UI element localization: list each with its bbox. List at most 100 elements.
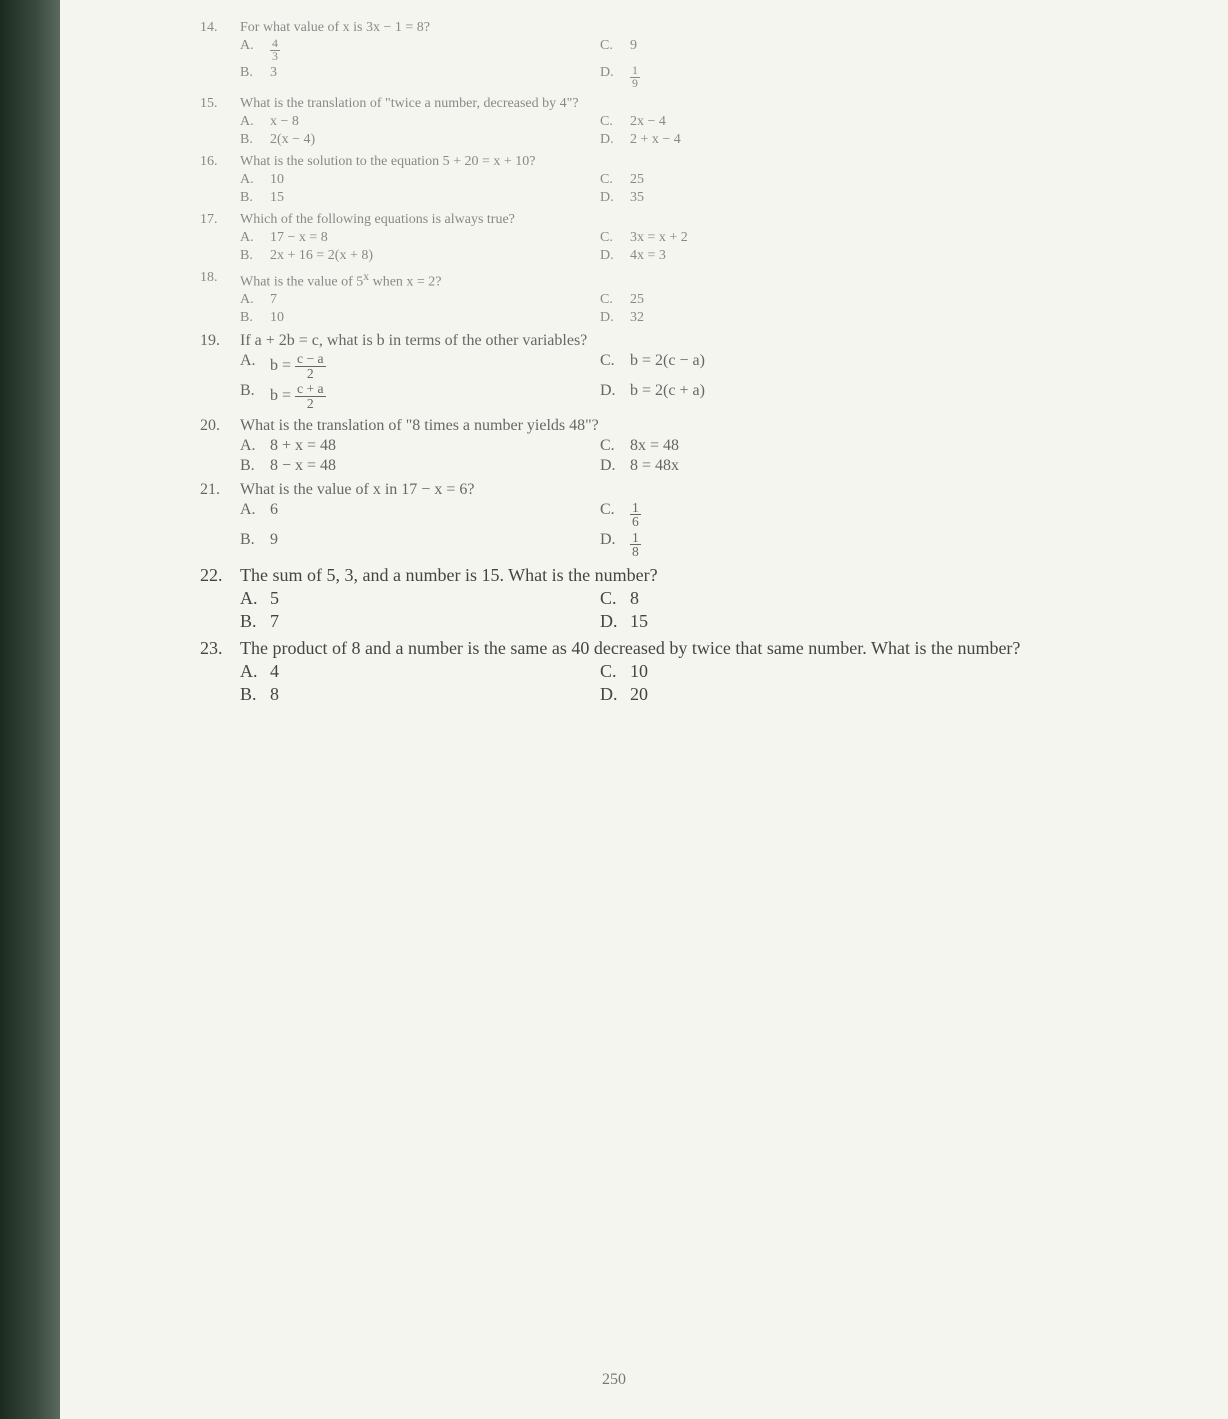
question: 15.What is the translation of "twice a n… — [200, 96, 1148, 148]
question-body: What is the solution to the equation 5 +… — [240, 154, 1148, 206]
choice-value: b = 2(c − a) — [630, 352, 705, 380]
choice-value: 17 − x = 8 — [270, 230, 328, 246]
question-text: Which of the following equations is alwa… — [240, 212, 1148, 228]
choice-value: 15 — [630, 611, 648, 632]
choice-a: A.5 — [240, 588, 560, 609]
choice-value: 8 = 48x — [630, 457, 679, 475]
choice-letter: D. — [600, 310, 630, 326]
worksheet-page: 14.For what value of x is 3x − 1 = 8?A.4… — [0, 0, 1228, 1419]
choice-letter: B. — [240, 531, 270, 559]
choice-letter: A. — [240, 352, 270, 380]
choice-value: 9 — [270, 531, 278, 559]
choice-d: D.20 — [600, 684, 920, 705]
choice-letter: A. — [240, 38, 270, 63]
choice-letter: A. — [240, 437, 270, 455]
choice-value: 5 — [270, 588, 279, 609]
question: 22.The sum of 5, 3, and a number is 15. … — [200, 565, 1148, 632]
question-number: 14. — [200, 20, 240, 90]
choice-value: 25 — [630, 172, 644, 188]
question-text: What is the solution to the equation 5 +… — [240, 154, 1148, 170]
choice-letter: B. — [240, 248, 270, 264]
choice-value: 7 — [270, 611, 279, 632]
choice-value: 8 — [270, 684, 279, 705]
choice-value: 20 — [630, 684, 648, 705]
choice-letter: D. — [600, 531, 630, 559]
choice-a: A.4 — [240, 661, 560, 682]
choice-c: C.9 — [600, 38, 920, 63]
choice-value: 9 — [630, 38, 637, 63]
choice-letter: C. — [600, 352, 630, 380]
choice-a: A.43 — [240, 38, 560, 63]
question-number: 19. — [200, 332, 240, 410]
choices-grid: A.b = c − a2C.b = 2(c − a)B.b = c + a2D.… — [240, 352, 1148, 410]
choice-letter: B. — [240, 132, 270, 148]
choice-a: A.x − 8 — [240, 114, 560, 130]
choice-c: C.25 — [600, 172, 920, 188]
choice-letter: B. — [240, 190, 270, 206]
question-body: If a + 2b = c, what is b in terms of the… — [240, 332, 1148, 410]
question: 21.What is the value of x in 17 − x = 6?… — [200, 481, 1148, 559]
choice-d: D.4x = 3 — [600, 248, 920, 264]
choice-b: B.2x + 16 = 2(x + 8) — [240, 248, 560, 264]
choices-grid: A.6C.16B.9D.18 — [240, 501, 1148, 559]
choice-letter: B. — [240, 382, 270, 410]
question: 19.If a + 2b = c, what is b in terms of … — [200, 332, 1148, 410]
question-body: What is the translation of "8 times a nu… — [240, 417, 1148, 475]
choice-letter: D. — [600, 65, 630, 90]
question-list: 14.For what value of x is 3x − 1 = 8?A.4… — [200, 20, 1148, 705]
question-text: What is the translation of "twice a numb… — [240, 96, 1148, 112]
question-body: Which of the following equations is alwa… — [240, 212, 1148, 264]
choice-a: A.17 − x = 8 — [240, 230, 560, 246]
question-text: The product of 8 and a number is the sam… — [240, 638, 1148, 659]
choice-letter: C. — [600, 437, 630, 455]
question-text: What is the value of 5x when x = 2? — [240, 270, 1148, 291]
question-number: 16. — [200, 154, 240, 206]
question-body: What is the value of x in 17 − x = 6?A.6… — [240, 481, 1148, 559]
choice-b: B.8 − x = 48 — [240, 457, 560, 475]
choice-value: 8 — [630, 588, 639, 609]
choice-letter: D. — [600, 457, 630, 475]
question-body: The sum of 5, 3, and a number is 15. Wha… — [240, 565, 1148, 632]
choice-letter: C. — [600, 588, 630, 609]
choice-letter: A. — [240, 230, 270, 246]
choices-grid: A.5C.8B.7D.15 — [240, 588, 1148, 632]
choice-d: D.19 — [600, 65, 920, 90]
question: 16.What is the solution to the equation … — [200, 154, 1148, 206]
choice-a: A.8 + x = 48 — [240, 437, 560, 455]
choices-grid: A.10C.25B.15D.35 — [240, 172, 1148, 206]
choice-letter: B. — [240, 684, 270, 705]
choice-letter: B. — [240, 457, 270, 475]
choice-b: B.10 — [240, 310, 560, 326]
question-text: What is the translation of "8 times a nu… — [240, 417, 1148, 435]
choice-value: 2x + 16 = 2(x + 8) — [270, 248, 373, 264]
question: 18.What is the value of 5x when x = 2?A.… — [200, 270, 1148, 327]
choice-a: A.6 — [240, 501, 560, 529]
choices-grid: A.43C.9B.3D.19 — [240, 38, 1148, 90]
choice-value: 3 — [270, 65, 277, 90]
question-number: 18. — [200, 270, 240, 327]
choice-d: D.32 — [600, 310, 920, 326]
question-number: 21. — [200, 481, 240, 559]
choice-letter: A. — [240, 292, 270, 308]
choice-value: 4 — [270, 661, 279, 682]
choice-value: 25 — [630, 292, 644, 308]
choice-letter: C. — [600, 501, 630, 529]
choice-letter: C. — [600, 292, 630, 308]
choice-letter: C. — [600, 230, 630, 246]
choice-value: 35 — [630, 190, 644, 206]
choices-grid: A.4C.10B.8D.20 — [240, 661, 1148, 705]
choice-letter: A. — [240, 588, 270, 609]
choice-b: B.b = c + a2 — [240, 382, 560, 410]
choice-letter: C. — [600, 661, 630, 682]
question-body: What is the value of 5x when x = 2?A.7C.… — [240, 270, 1148, 327]
choice-c: C.8 — [600, 588, 920, 609]
choice-letter: C. — [600, 38, 630, 63]
choice-b: B.15 — [240, 190, 560, 206]
choice-letter: D. — [600, 190, 630, 206]
choice-a: A.b = c − a2 — [240, 352, 560, 380]
choice-value: b = c − a2 — [270, 352, 326, 380]
choices-grid: A.8 + x = 48C.8x = 48B.8 − x = 48D.8 = 4… — [240, 437, 1148, 475]
choice-value: 10 — [270, 310, 284, 326]
choice-b: B.7 — [240, 611, 560, 632]
choice-d: D.35 — [600, 190, 920, 206]
